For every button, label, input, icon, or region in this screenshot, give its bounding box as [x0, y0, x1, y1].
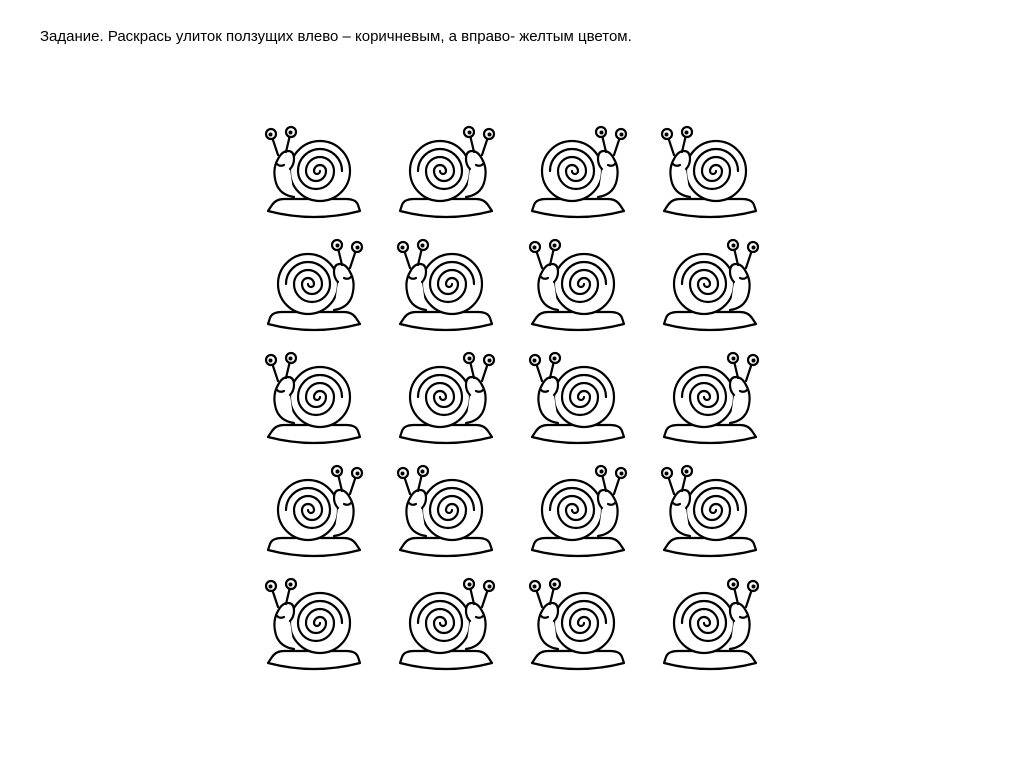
snail-icon [660, 464, 760, 559]
grid-row [264, 238, 760, 333]
snail-icon [396, 577, 496, 672]
snail-grid [232, 125, 792, 672]
snail-icon [528, 125, 628, 220]
snail-icon [660, 125, 760, 220]
grid-row [264, 464, 760, 559]
snail-icon [396, 464, 496, 559]
snail-icon [264, 577, 364, 672]
snail-icon [660, 238, 760, 333]
snail-icon [528, 351, 628, 446]
snail-icon [264, 125, 364, 220]
snail-icon [528, 464, 628, 559]
snail-icon [264, 464, 364, 559]
snail-icon [660, 577, 760, 672]
snail-icon [528, 238, 628, 333]
instruction-text: Задание. Раскрась улиток ползущих влево … [40, 28, 984, 45]
snail-icon [264, 351, 364, 446]
grid-row [264, 125, 760, 220]
snail-icon [396, 238, 496, 333]
grid-row [264, 577, 760, 672]
snail-icon [264, 238, 364, 333]
snail-icon [660, 351, 760, 446]
snail-icon [396, 351, 496, 446]
snail-icon [396, 125, 496, 220]
snail-icon [528, 577, 628, 672]
grid-row [264, 351, 760, 446]
